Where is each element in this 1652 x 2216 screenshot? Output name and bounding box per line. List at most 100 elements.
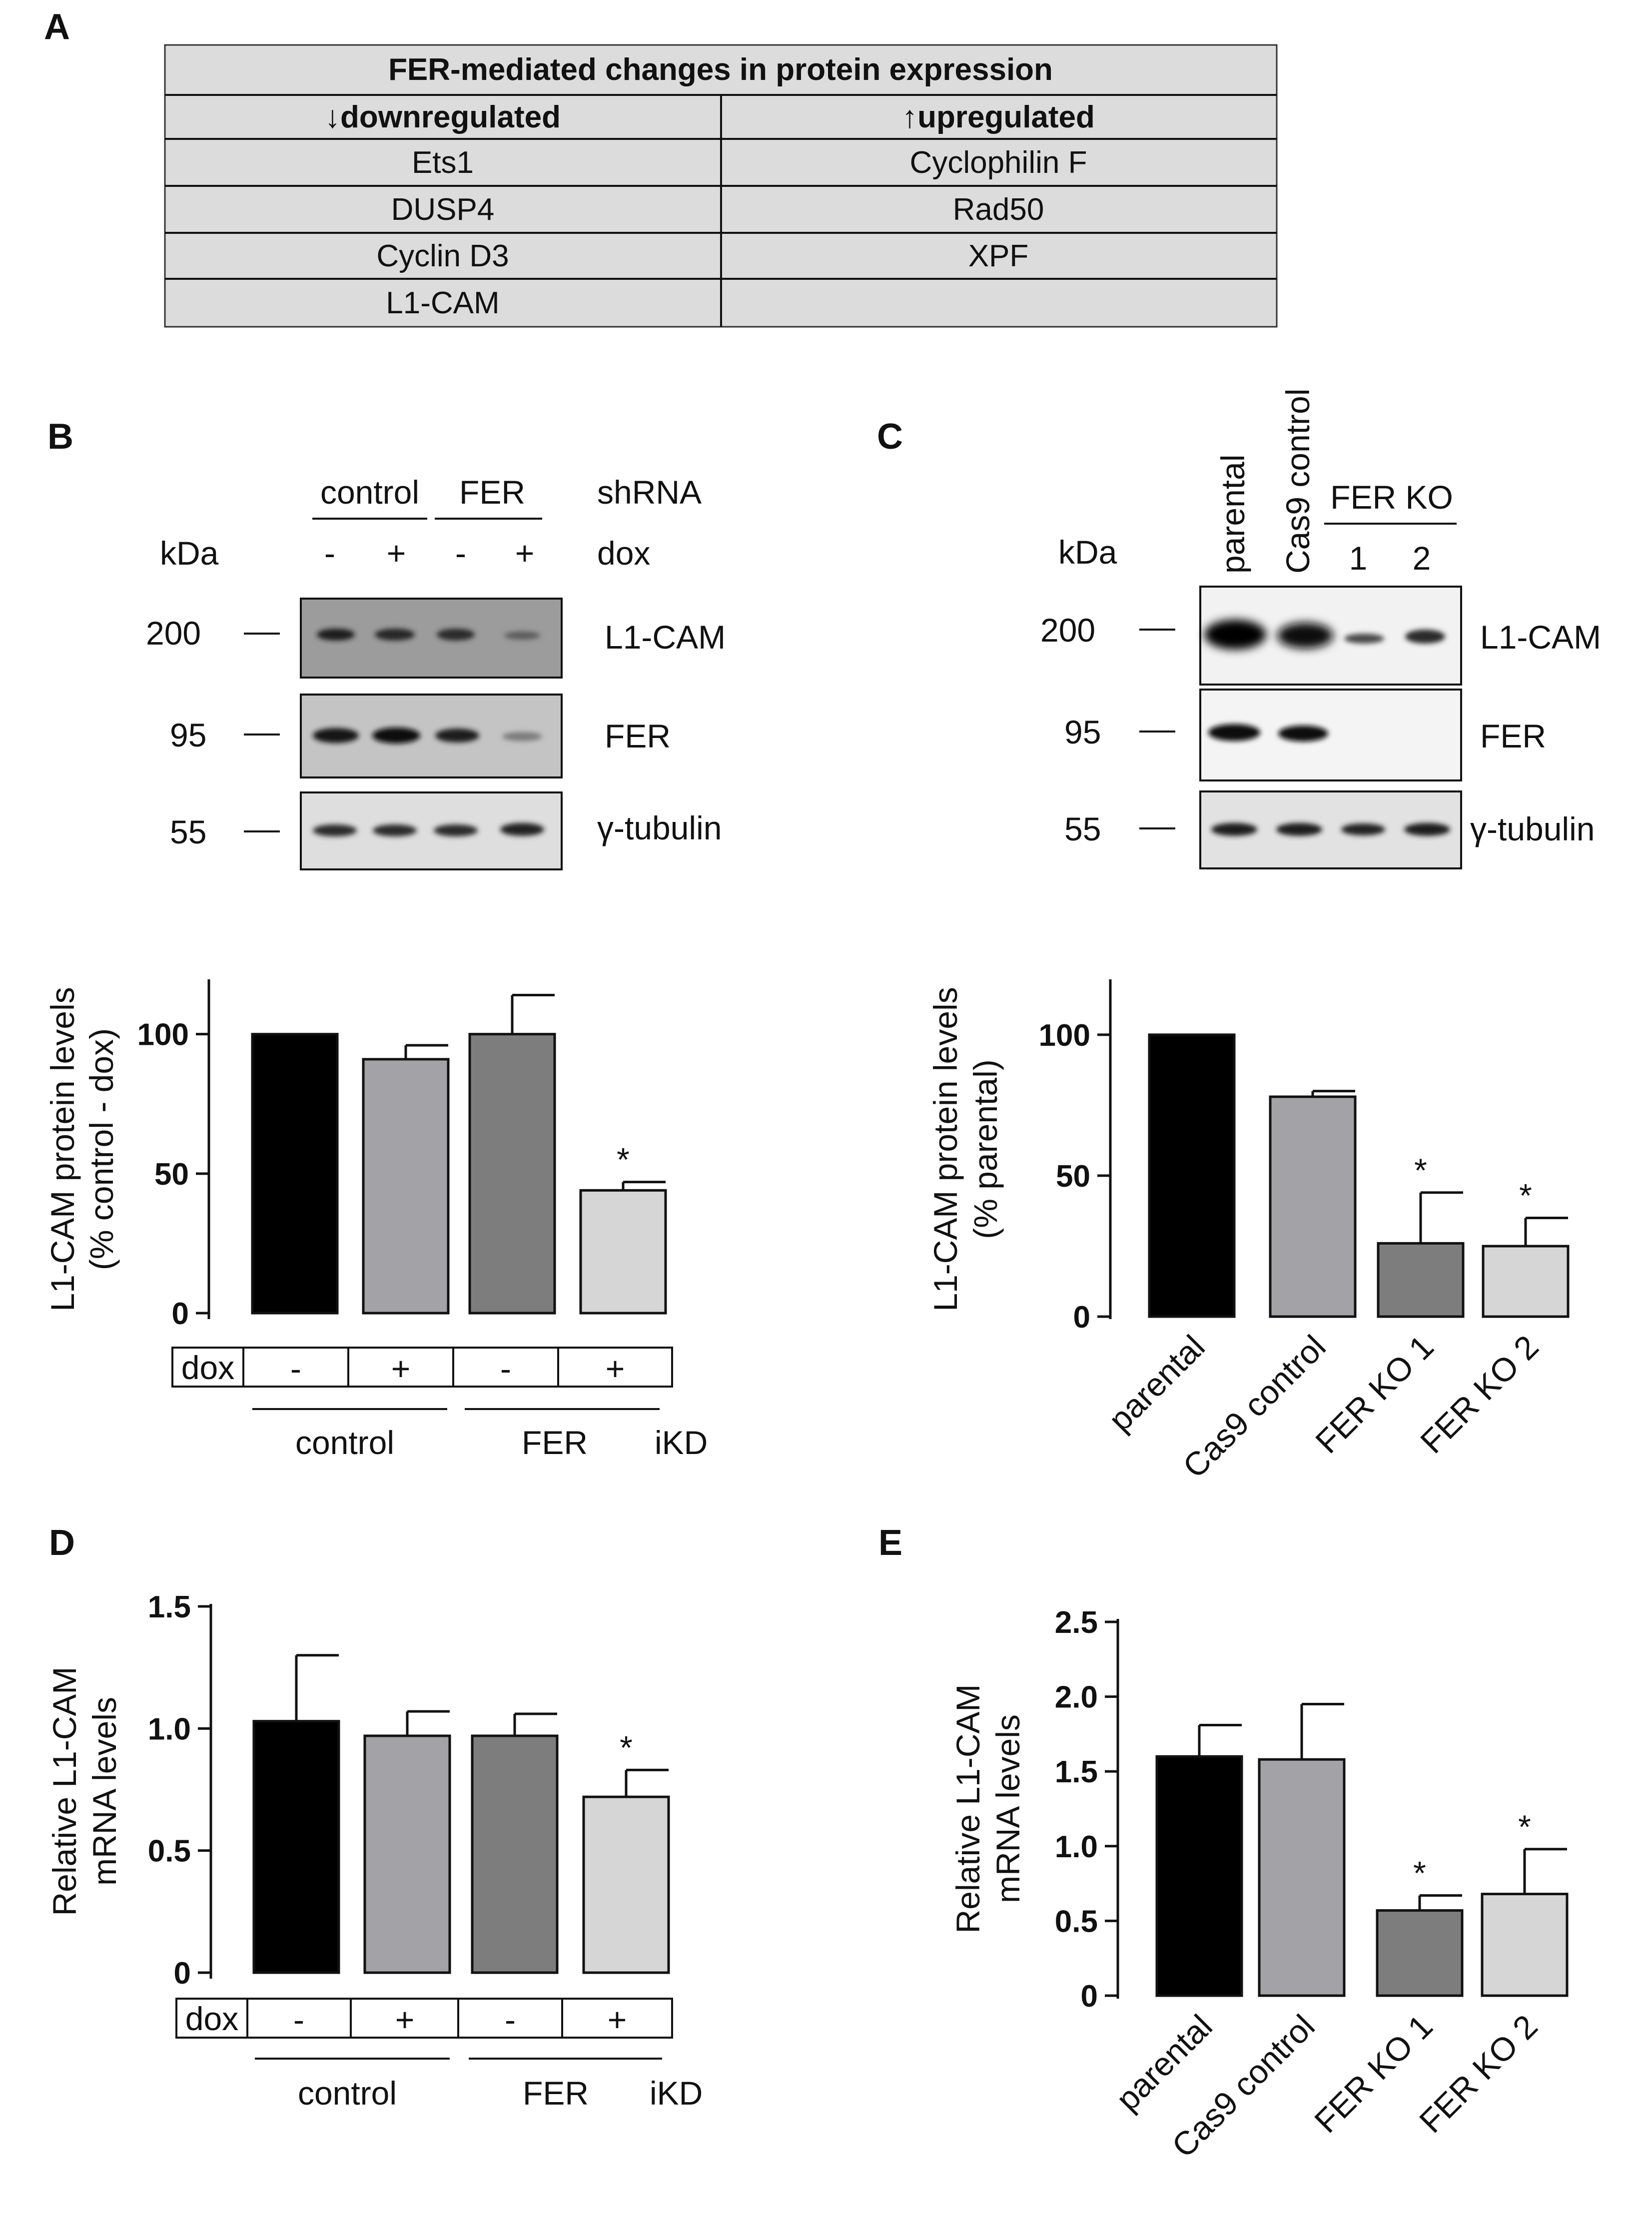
blot-b-band-tubulin: γ-tubulin xyxy=(597,809,722,846)
blot-band xyxy=(434,824,478,836)
chart-d-bar xyxy=(582,1795,670,1974)
panel-letter-b: B xyxy=(47,417,73,457)
chart-b-dox-sign: + xyxy=(606,1350,625,1387)
blot-band xyxy=(1341,823,1385,835)
blot-band xyxy=(313,824,357,836)
chart-b-bar xyxy=(251,1033,339,1315)
blot-band xyxy=(1278,726,1328,741)
chart-b-ytick-label: 0 xyxy=(172,1297,189,1331)
chart-e-ytick-label: 0.5 xyxy=(1055,1904,1098,1939)
blot-b-marker-55: 55 xyxy=(170,813,206,850)
blot-band xyxy=(1344,634,1384,644)
blot-b-dox-label: dox xyxy=(597,535,650,572)
blot-b-dox-sign: + xyxy=(387,535,406,572)
chart-b-dox-row: dox - + - + xyxy=(171,1347,673,1388)
chart-d-bar xyxy=(363,1734,451,1974)
chart-b-bar xyxy=(468,1033,556,1315)
chart-e-bar xyxy=(1258,1758,1346,1997)
blot-band xyxy=(1277,623,1333,649)
chart-b-bar xyxy=(579,1189,667,1315)
blot-b-group-control: control xyxy=(320,474,419,511)
blot-b-shrna-label: shRNA xyxy=(597,474,702,511)
blot-c-fer-ko-label: FER KO xyxy=(1330,479,1453,516)
chart-b-dox-sign: - xyxy=(500,1350,511,1387)
table-cell: Rad50 xyxy=(953,192,1044,227)
chart-c-ylabel-line1: L1-CAM protein levels xyxy=(927,987,964,1311)
chart-d-dox-label: dox xyxy=(185,2000,238,2037)
blot-b-band-fer: FER xyxy=(605,718,671,754)
chart-d-group-control: control xyxy=(298,2075,397,2112)
chart-d-mrna-iKD: 0 0.5 1.0 1.5 * Relative L1-CAM mRNA levels… xyxy=(46,1590,703,2112)
table-header-up: ↑upregulated xyxy=(902,100,1095,134)
blot-c-ko-num: 1 xyxy=(1349,540,1368,577)
table-cell: Ets1 xyxy=(412,145,474,180)
chart-d-ytick-label: 1.0 xyxy=(148,1712,191,1746)
chart-c-significance-star: * xyxy=(1414,1152,1427,1189)
table-cell: L1-CAM xyxy=(386,286,499,320)
blot-band xyxy=(1204,620,1266,650)
blot-band xyxy=(435,729,479,742)
chart-c-bar xyxy=(1269,1095,1357,1318)
blot-band xyxy=(504,632,540,640)
chart-e-ylabel-line1: Relative L1-CAM xyxy=(949,1684,986,1934)
blot-c-marker-95: 95 xyxy=(1064,714,1101,750)
chart-e-ylabel-line2: mRNA levels xyxy=(989,1714,1026,1903)
western-blot-c: parental Cas9 control FER KO 1 2 kDa 200… xyxy=(1040,388,1601,869)
blot-band xyxy=(502,732,542,741)
blot-c-band-l1cam: L1-CAM xyxy=(1480,619,1601,656)
chart-d-significance-star: * xyxy=(620,1729,633,1766)
blot-b-dox-sign: + xyxy=(515,535,535,572)
chart-c-ytick-label: 0 xyxy=(1073,1300,1090,1335)
table-cell: Cyclophilin F xyxy=(910,145,1087,180)
chart-b-protein-iKD: 0 50 100 * L1-CAM protein levels (% contro… xyxy=(44,979,708,1461)
chart-e-ytick-label: 1.0 xyxy=(1055,1830,1098,1864)
chart-d-dox-row: dox - + - + xyxy=(175,1998,673,2039)
blot-c-kda-label: kDa xyxy=(1058,534,1117,571)
chart-e-significance-star: * xyxy=(1413,1855,1426,1892)
blot-c-band-tubulin: γ-tubulin xyxy=(1470,810,1595,847)
chart-c-category-label: parental xyxy=(1101,1328,1212,1439)
blot-c-ko-num: 2 xyxy=(1413,540,1431,577)
blot-band xyxy=(313,728,359,743)
blot-band xyxy=(1404,823,1450,836)
blot-band xyxy=(1208,724,1260,741)
chart-c-ytick-label: 50 xyxy=(1056,1159,1090,1194)
chart-e-ytick-label: 2.0 xyxy=(1055,1680,1098,1715)
chart-c-bar xyxy=(1148,1033,1236,1318)
blot-band xyxy=(500,823,544,836)
blot-band xyxy=(1276,823,1322,836)
blot-band xyxy=(1211,823,1257,836)
panel-letter-c: C xyxy=(877,417,903,457)
blot-band xyxy=(317,629,355,641)
chart-b-ylabel-line1: L1-CAM protein levels xyxy=(44,987,81,1311)
chart-d-bar xyxy=(252,1720,340,1974)
table-header-down: ↓downregulated xyxy=(325,100,561,134)
chart-e-significance-star: * xyxy=(1518,1808,1531,1845)
blot-c-band-fer: FER xyxy=(1480,718,1546,754)
table-cell: Cyclin D3 xyxy=(376,239,509,273)
protein-table: FER-mediated changes in protein expressi… xyxy=(164,44,1278,328)
blot-b-marker-95: 95 xyxy=(170,717,206,753)
chart-e-bar xyxy=(1376,1909,1464,1997)
chart-b-ytick-label: 50 xyxy=(154,1157,189,1192)
chart-b-ikd: iKD xyxy=(655,1424,708,1461)
blot-band xyxy=(1405,630,1445,644)
chart-b-bar xyxy=(362,1058,450,1315)
blot-band xyxy=(437,629,475,641)
chart-b-group-control: control xyxy=(295,1424,394,1461)
blot-b-band-l1cam: L1-CAM xyxy=(605,619,726,656)
blot-band xyxy=(372,728,420,743)
chart-e-ytick-label: 0 xyxy=(1081,1979,1098,2014)
chart-c-significance-star: * xyxy=(1519,1177,1532,1214)
chart-d-ikd: iKD xyxy=(650,2075,703,2112)
chart-d-dox-sign: - xyxy=(293,2001,304,2038)
chart-d-ytick-label: 0.5 xyxy=(148,1834,191,1869)
blot-c-lane-parental: parental xyxy=(1214,454,1251,574)
chart-d-ytick-label: 1.5 xyxy=(148,1590,191,1624)
western-blot-b: control FER shRNA kDa - + - + dox 200 95… xyxy=(146,474,726,870)
chart-c-bar xyxy=(1482,1245,1570,1318)
table-cell: DUSP4 xyxy=(391,192,495,227)
